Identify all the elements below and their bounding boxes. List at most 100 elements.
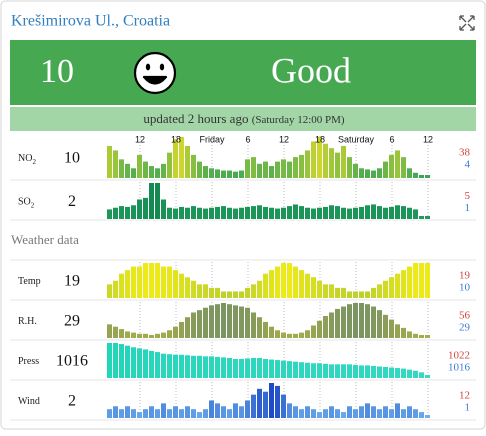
bar (263, 273, 268, 298)
bar (323, 316, 328, 338)
bar (191, 280, 196, 298)
bar (287, 263, 292, 298)
bar (395, 324, 400, 338)
bar (119, 273, 124, 298)
station-title[interactable]: Krešimirova Ul., Croatia (11, 13, 170, 30)
bar (299, 154, 304, 178)
bar (305, 362, 310, 378)
bar (107, 209, 112, 219)
label-text: NO (18, 153, 32, 164)
bar (305, 207, 310, 219)
bar (317, 137, 322, 178)
bar (395, 273, 400, 298)
bar (407, 168, 412, 178)
bar (419, 412, 424, 418)
bar (161, 332, 166, 338)
bar (341, 364, 346, 378)
bar (287, 161, 292, 178)
bar (263, 359, 268, 378)
bar (233, 171, 238, 178)
bar (365, 205, 370, 219)
bar (167, 266, 172, 298)
bar (167, 152, 172, 178)
bar (275, 360, 280, 378)
bar (191, 355, 196, 378)
bar (287, 333, 292, 338)
bar (221, 357, 226, 378)
bar (275, 330, 280, 338)
bar (383, 314, 388, 338)
bar (305, 273, 310, 298)
bar (131, 168, 136, 178)
bar (179, 273, 184, 298)
bar (389, 319, 394, 338)
bar (203, 409, 208, 418)
time-tick-label: 12 (135, 134, 145, 144)
row-min: 4 (465, 159, 471, 171)
time-tick-label: 6 (389, 134, 394, 144)
bar (227, 409, 232, 418)
bar (317, 412, 322, 418)
bar (329, 205, 334, 219)
bar (419, 216, 424, 219)
bar (275, 161, 280, 178)
bar (185, 277, 190, 298)
bar (425, 415, 430, 418)
bar (113, 343, 118, 378)
bar (335, 364, 340, 378)
smiley-icon (133, 51, 177, 95)
bar (287, 403, 292, 418)
bar (125, 163, 130, 178)
bar (401, 206, 406, 219)
row-value: 1016 (56, 353, 88, 370)
row-min: 29 (459, 322, 471, 334)
bar (257, 205, 262, 219)
bar (245, 307, 250, 338)
bar (209, 305, 214, 338)
bar (251, 157, 256, 178)
bar (251, 312, 256, 338)
bar (227, 207, 232, 219)
bar (233, 403, 238, 418)
label-text: Press (18, 356, 39, 367)
bar (173, 270, 178, 298)
bar (353, 163, 358, 178)
bar (143, 263, 148, 298)
row-label: Press (18, 356, 39, 367)
bar (155, 409, 160, 418)
bar (383, 406, 388, 418)
bar (155, 168, 160, 178)
bar (257, 357, 262, 378)
bar (341, 306, 346, 338)
bar (269, 207, 274, 219)
bar (107, 145, 112, 178)
bar (245, 358, 250, 378)
bar (383, 161, 388, 178)
bar (221, 303, 226, 338)
bar (155, 352, 160, 378)
bar (209, 400, 214, 418)
bar (281, 207, 286, 219)
bar (149, 335, 154, 338)
bar (311, 208, 316, 219)
bar (329, 284, 334, 298)
bar (239, 207, 244, 219)
bar (359, 406, 364, 418)
bar (203, 356, 208, 378)
time-tick-label: 18 (315, 134, 325, 144)
bar (221, 291, 226, 298)
row-min: 1 (465, 402, 471, 414)
bar (425, 216, 430, 219)
bar (209, 168, 214, 178)
bar (119, 409, 124, 418)
bar (107, 324, 112, 338)
bar (293, 406, 298, 418)
bar (167, 409, 172, 418)
bar (191, 206, 196, 219)
label-text: Wind (18, 396, 40, 407)
bar (269, 359, 274, 378)
section-label: Weather data (11, 232, 79, 247)
bar (341, 287, 346, 298)
bar (107, 343, 112, 378)
expand-icon[interactable] (459, 15, 475, 31)
